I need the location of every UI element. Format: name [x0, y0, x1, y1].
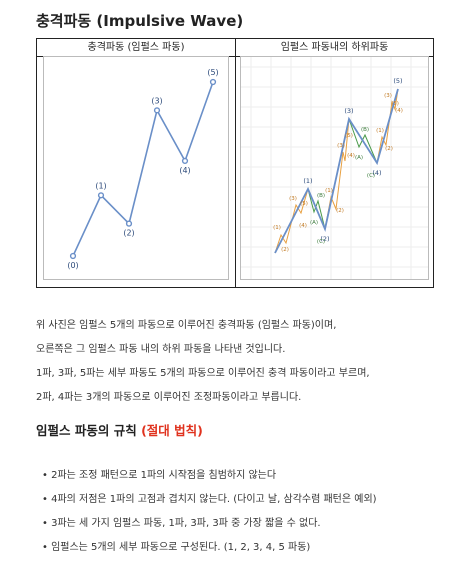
rules-heading-emphasis: (절대 법칙): [141, 423, 203, 438]
impulse-sub-wave-label: (3): [337, 143, 345, 149]
rules-heading-text: 임펄스 파동의 규칙: [36, 423, 137, 438]
corrective-sub-wave-label: (C): [317, 239, 325, 245]
main-wave-label: (5): [393, 77, 402, 85]
corrective-sub-wave-label: (C): [367, 173, 375, 179]
impulse-sub-wave-label: (2): [385, 146, 393, 152]
rule-item-3: • 3파는 세 가지 임펄스 파동, 1파, 3파, 3파 중 가장 짧을 수 …: [42, 518, 321, 529]
impulse-sub-wave-label: (1): [325, 188, 333, 194]
corrective-sub-wave-label: (B): [361, 127, 369, 133]
left-figure-caption: 충격파동 (임펄스 파동): [37, 39, 236, 57]
impulse-sub-wave-label: (5): [391, 101, 399, 107]
right-plot-frame: (1) (2) (3) (4) (5) (1) (2) (3) (4) (5) (1) (2) (3)(…: [240, 56, 429, 280]
corrective-sub-wave-label: (A): [355, 155, 363, 161]
sub-wave-chart: (1)(2)(3)(4)(5)(1)(2)(3)(4)(5)(1)(2)(3)(…: [241, 57, 428, 279]
wave-point-label: (0): [67, 261, 78, 270]
wave-point-label: (4): [179, 166, 190, 175]
impulse-sub-wave-label: (5): [300, 201, 308, 207]
wave-point-label: (2): [123, 229, 134, 238]
wave-point-label: (5): [207, 68, 218, 77]
impulse-sub-wave-label: (4): [347, 153, 355, 159]
wave-point-label: (3): [151, 96, 162, 105]
impulse-sub-wave-label: (2): [336, 208, 344, 214]
impulse-sub-wave-label: (4): [395, 108, 403, 114]
rules-heading: 임펄스 파동의 규칙 (절대 법칙): [36, 420, 203, 439]
right-panel: (1) (2) (3) (4) (5) (1) (2) (3) (4) (5) (1) (2) (3)(…: [236, 56, 433, 287]
impulse-sub-wave-label: (2): [281, 247, 289, 253]
main-wave-label: (2): [320, 235, 329, 243]
wave-point: [181, 157, 189, 165]
impulse-sub-wave-label: (1): [273, 225, 281, 231]
paragraph-4: 2파, 4파는 3개의 파동으로 이루어진 조정파동이라고 부릅니다.: [36, 392, 302, 403]
impulse-sub-wave-line: [274, 188, 309, 254]
page-title: 충격파동 (Impulsive Wave): [36, 12, 244, 30]
rule-item-4: • 임펄스는 5개의 세부 파동으로 구성된다. (1, 2, 3, 4, 5 …: [42, 542, 311, 553]
wave-point: [69, 252, 77, 260]
left-plot-frame: (0) (1) (2) (3) (4) (5): [43, 56, 229, 280]
impulse-sub-wave-label: (5): [345, 133, 353, 139]
paragraph-1: 위 사진은 임펄스 5개의 파동으로 이루어진 충격파동 (임펄스 파동)이며,: [36, 320, 337, 331]
paragraph-3: 1파, 3파, 5파는 세부 파동도 5개의 파동으로 이루어진 충격 파동이라…: [36, 368, 370, 379]
impulse-sub-wave-label: (3): [289, 196, 297, 202]
main-wave-line: [274, 88, 399, 254]
main-wave-label: (4): [372, 169, 381, 177]
paragraph-2: 오른쪽은 그 임펄스 파동 내의 하위 파동을 나타낸 것입니다.: [36, 344, 286, 355]
left-panel: (0) (1) (2) (3) (4) (5): [37, 56, 236, 287]
impulse-sub-wave-label: (1): [376, 128, 384, 134]
wave-point: [153, 107, 161, 114]
main-wave-label: (1): [303, 177, 312, 185]
main-wave-label: (3): [344, 107, 353, 115]
impulse-sub-wave-label: (4): [299, 223, 307, 229]
corrective-sub-wave-label: (A): [310, 220, 318, 226]
wave-point: [209, 78, 217, 86]
right-figure-caption: 임펄스 파동내의 하위파동: [236, 39, 433, 57]
corrective-sub-wave-label: (B): [317, 193, 325, 199]
rule-item-1: • 2파는 조정 패턴으로 1파의 시작점을 침범하지 않는다: [42, 470, 277, 481]
wave-point: [97, 192, 105, 199]
wave-figure: 충격파동 (임펄스 파동) 임펄스 파동내의 하위파동 (0) (1) (2) (3)…: [36, 38, 434, 288]
impulse-wave-line: [72, 81, 214, 257]
wave-point-label: (1): [95, 181, 106, 190]
impulse-sub-wave-label: (3): [384, 93, 392, 99]
wave-point: [125, 220, 133, 227]
impulse-wave-chart: (0) (1) (2) (3) (4) (5): [67, 68, 218, 270]
rule-item-2: • 4파의 저점은 1파의 고점과 겹치지 않는다. (다이고 날, 삼각수렴 …: [42, 494, 377, 505]
